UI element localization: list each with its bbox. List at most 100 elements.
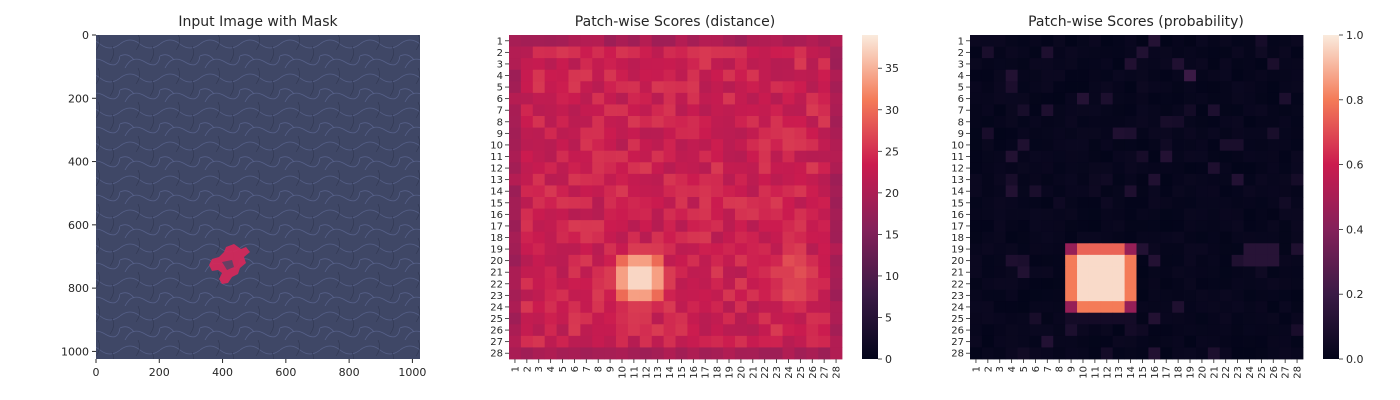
heatmap-cell [1207, 58, 1221, 71]
heatmap-cell [1148, 69, 1161, 82]
heatmap-cell [1267, 104, 1280, 117]
heatmap-cell [1124, 335, 1137, 348]
heatmap-cell [1243, 104, 1256, 117]
heatmap-cell [651, 69, 664, 82]
heatmap-cell [675, 243, 688, 256]
heatmap-cell [1124, 116, 1137, 128]
heatmap-cell [687, 162, 700, 175]
heatmap-cell [651, 35, 664, 47]
heatmap-cell [1077, 324, 1090, 337]
heatmap-cell [711, 185, 724, 198]
heatmap-cell [1219, 208, 1233, 221]
heatmap-cell [734, 254, 748, 267]
heatmap-cell [1077, 231, 1090, 244]
heatmap-cell [663, 127, 676, 140]
heatmap-cell [818, 162, 831, 175]
heatmap-cell [1112, 312, 1125, 325]
heatmap-cell [1005, 301, 1018, 314]
heatmap-cell [1017, 46, 1030, 59]
heatmap-cell [1184, 197, 1197, 209]
heatmap-cell [675, 81, 688, 94]
heatmap-cell [734, 35, 748, 47]
heatmap-cell [758, 347, 772, 360]
heatmap-cell [1124, 243, 1137, 256]
heatmap-cell [1255, 208, 1268, 221]
heatmap-cell [818, 150, 831, 163]
heatmap-cell [1267, 231, 1280, 244]
heatmap-cell [1077, 104, 1090, 117]
heatmap-cell [1195, 231, 1209, 244]
heatmap-cell [734, 150, 748, 163]
heatmap-cell [1243, 46, 1256, 59]
heatmap-cell [1077, 127, 1090, 140]
heatmap-cell [1148, 162, 1161, 175]
heatmap-cell [993, 301, 1007, 314]
heatmap-cell [981, 104, 995, 117]
heatmap-cell [1291, 58, 1304, 71]
heatmap-cell [734, 208, 748, 221]
heatmap-cell [520, 150, 534, 163]
heatmap-cell [509, 312, 522, 325]
heatmap-cell [509, 301, 522, 314]
x-tick-label: 5 [1019, 366, 1030, 372]
heatmap-cell [520, 127, 534, 140]
heatmap-cell [616, 243, 629, 256]
heatmap-cell [723, 46, 736, 59]
heatmap-cell [1005, 104, 1018, 117]
heatmap-cell [544, 35, 557, 47]
heatmap-cell [556, 220, 569, 233]
heatmap-cell [651, 312, 664, 325]
heatmap-cell [639, 127, 653, 140]
heatmap-cell [723, 324, 736, 337]
y-tick-label: 26 [951, 326, 964, 337]
heatmap-cell [1112, 231, 1125, 244]
heatmap-cell [568, 35, 581, 47]
heatmap-cell [746, 266, 760, 279]
heatmap-cell [509, 162, 522, 175]
heatmap-cell [830, 197, 843, 209]
heatmap-cell [794, 301, 807, 314]
heatmap-cell [1207, 35, 1221, 47]
heatmap-cell [1017, 58, 1030, 71]
heatmap-cell [1243, 197, 1256, 209]
heatmap-cell [723, 116, 736, 128]
x-tick-label: 26 [1269, 366, 1280, 379]
heatmap-cell [1148, 254, 1161, 267]
heatmap-cell [1136, 208, 1149, 221]
heatmap-cell [532, 58, 546, 71]
heatmap-cell [1041, 92, 1054, 105]
heatmap-cell [970, 150, 983, 163]
heatmap-cell [1160, 278, 1173, 290]
heatmap-cell [687, 301, 700, 314]
heatmap-cell [1041, 35, 1054, 47]
heatmap-cell [1279, 197, 1292, 209]
heatmap-cell [675, 220, 688, 233]
heatmap-cell [616, 46, 629, 59]
heatmap-cell [639, 347, 653, 360]
heatmap-cell [723, 301, 736, 314]
heatmap-cell [1136, 254, 1149, 267]
heatmap-cell [675, 46, 688, 59]
y-tick-label: 28 [490, 349, 503, 360]
heatmap-cell [723, 58, 736, 71]
heatmap-cell [794, 243, 807, 256]
heatmap-cell [758, 266, 772, 279]
heatmap-cell [663, 266, 676, 279]
heatmap-cell [1195, 324, 1209, 337]
heatmap-cell [1172, 324, 1185, 337]
heatmap-cell [699, 162, 712, 175]
heatmap-cell [794, 208, 807, 221]
heatmap-cell [770, 185, 783, 198]
heatmap-cell [651, 92, 664, 105]
heatmap-cell [1124, 266, 1137, 279]
heatmap-cell [758, 92, 772, 105]
heatmap-cell [1112, 162, 1125, 175]
heatmap-cell [782, 197, 795, 209]
heatmap-cell [1077, 347, 1090, 360]
heatmap-cell [1029, 289, 1042, 302]
heatmap-cell [711, 104, 724, 117]
y-tick-label: 26 [490, 326, 503, 337]
heatmap-cell [520, 116, 534, 128]
heatmap-cell [556, 254, 569, 267]
